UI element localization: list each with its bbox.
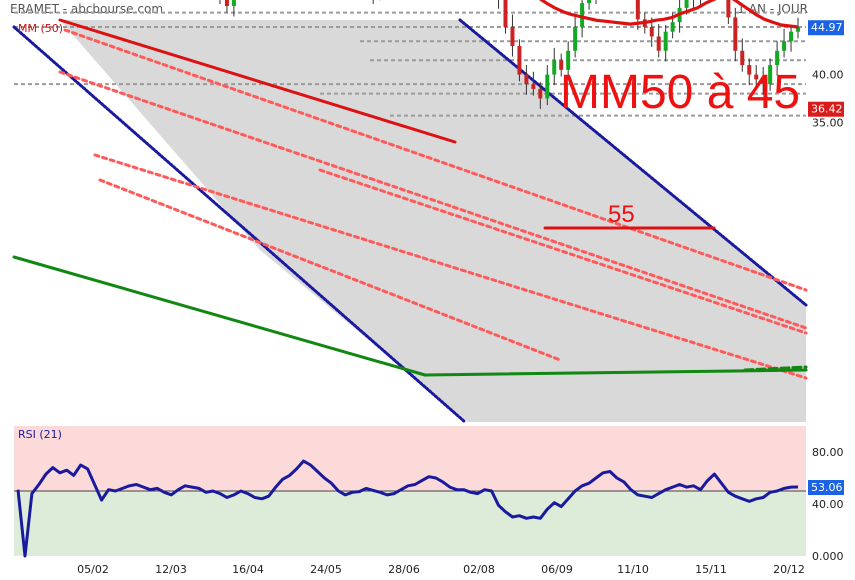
candle-body [747,65,752,75]
candle-body [524,74,529,85]
candle-body [782,41,787,51]
rsi-tick-label: 80.00 [812,446,844,459]
candle-body [510,26,515,47]
x-tick-label: 15/11 [695,563,727,576]
ma-indicator-label: MM (50) [18,22,63,35]
candle-body [684,0,689,8]
x-tick-label: 02/08 [463,563,495,576]
rsi-tick-label: 0.000 [812,550,844,563]
ma50-line [538,0,799,29]
x-tick-label: 11/10 [617,563,649,576]
candle-body [517,46,522,75]
candle-body [587,0,592,4]
price-badge [808,101,844,117]
ma50-annotation: MM50 à 45 [560,66,800,119]
x-tick-label: 20/12 [773,563,805,576]
candle-body [789,31,794,42]
x-tick-label: 12/03 [155,563,187,576]
price-tick-label: 35.00 [812,116,844,129]
rsi-line [16,459,799,558]
support-line [12,255,427,377]
candle-body [531,84,536,89]
candle-body [775,50,780,66]
price-badge [808,20,844,36]
rsi-label: RSI (21) [18,428,62,441]
rsi-oversold-zone [14,491,806,556]
candle-body [726,0,731,18]
x-tick-label: 24/05 [310,563,342,576]
channel-line [318,168,808,335]
x-tick-label: 28/06 [388,563,420,576]
candle-body [552,60,557,75]
candle-body [559,60,564,70]
candle-body [754,74,759,80]
candle-body [670,22,675,32]
support-line-horizontal [423,368,808,377]
price-tick-label: 40.00 [812,69,844,82]
candle-body [733,17,738,51]
lower-bound-line [12,25,467,424]
header-title: ERAMET - abcbourse.com [10,2,164,16]
candle-body [545,74,550,99]
candle-body [663,31,668,51]
candle-body [656,36,661,51]
candle-body [538,88,543,99]
candle-body [635,0,640,20]
rsi-overbought-zone [14,426,806,491]
channel-line [98,178,562,362]
resistance-55-label: 55 [608,201,635,228]
support-line-extension [743,365,808,372]
rsi-tick-label: 40.00 [812,498,844,511]
x-tick-label: 06/09 [541,563,573,576]
candle-body [796,27,800,32]
candle-body [740,50,745,66]
candle-body [566,50,571,70]
x-tick-label: 05/02 [77,563,109,576]
x-tick-label: 16/04 [232,563,264,576]
channel-line [63,28,808,292]
candle-body [768,65,773,85]
channel-line [58,70,808,330]
candle-body [224,0,229,6]
channel-line [93,153,808,380]
candle-body [231,0,236,6]
candle-body [761,79,766,85]
candle-body [580,3,585,27]
candle-body [573,26,578,51]
trend-channel-area [60,20,806,422]
rsi-badge-label: 53.06 [811,481,843,494]
price-badge-label: 44.97 [811,21,843,34]
rsi-badge [808,480,844,496]
major-resistance-line [58,18,457,144]
candle-body [649,26,654,37]
price-badge-label: 36.42 [811,103,843,116]
candle-body [503,0,508,27]
